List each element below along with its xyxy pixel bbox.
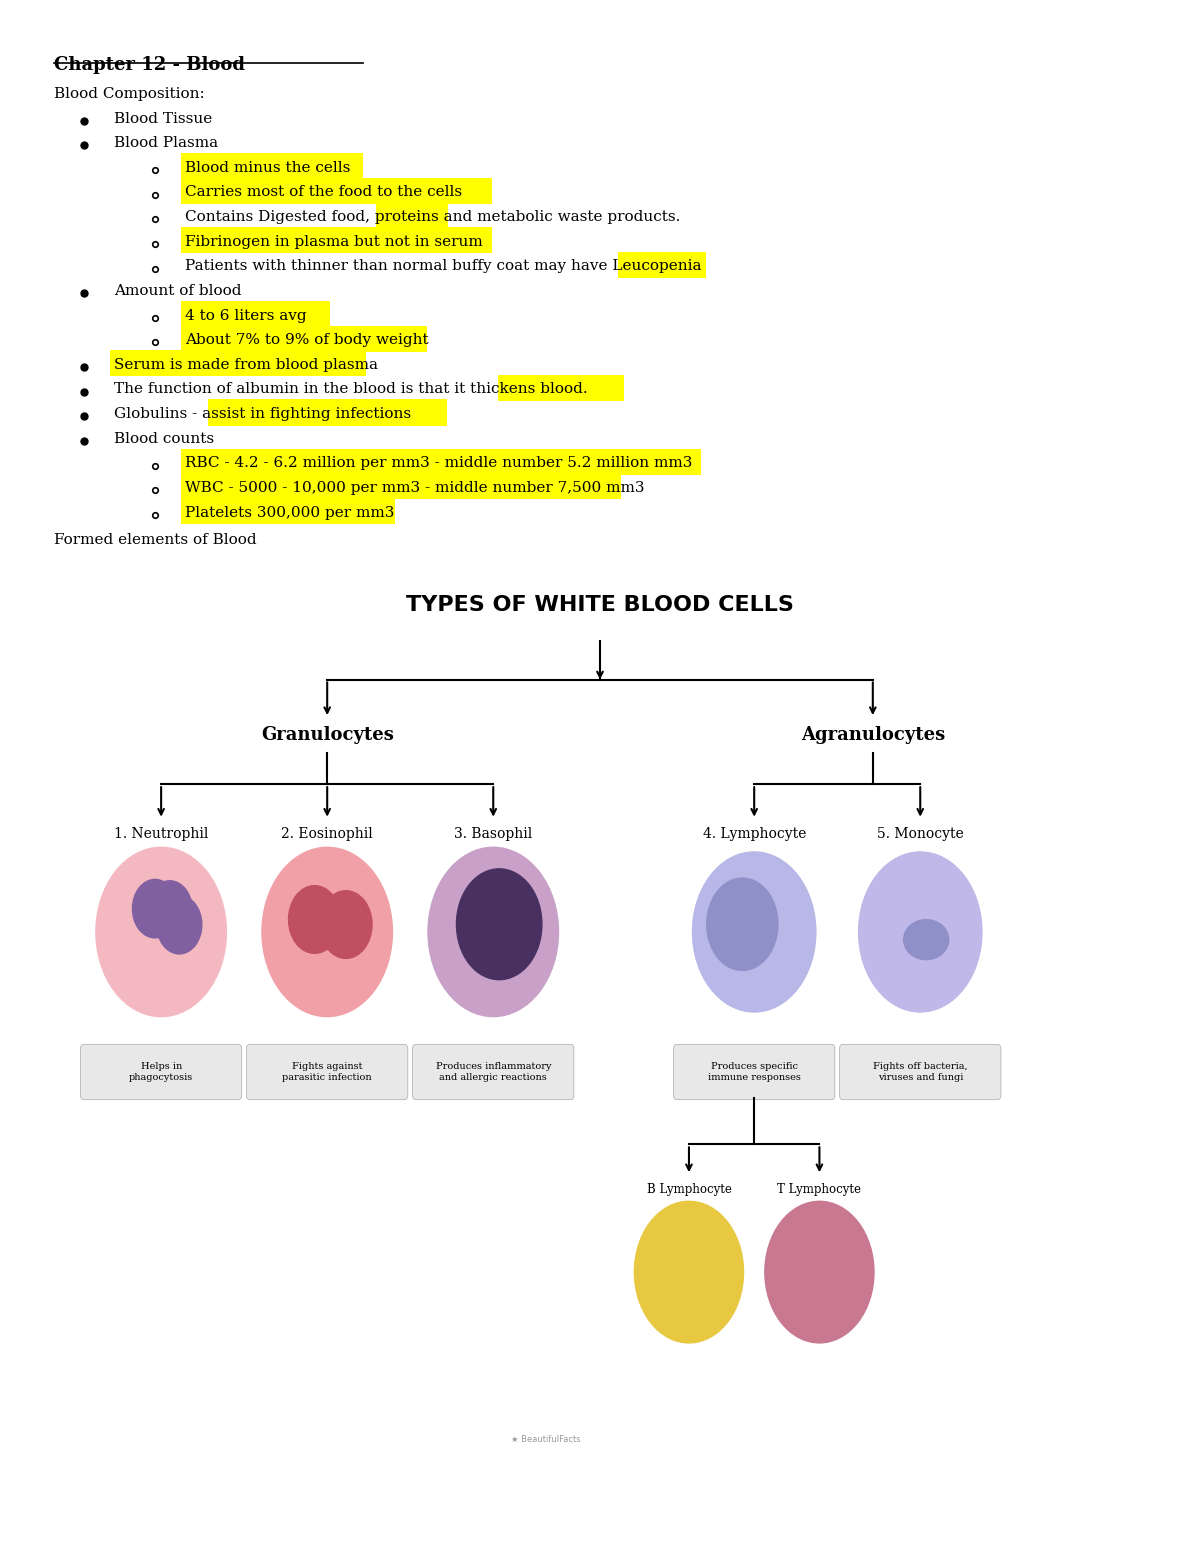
Circle shape: [456, 868, 542, 980]
Text: 1. Neutrophil: 1. Neutrophil: [114, 828, 209, 842]
Circle shape: [157, 896, 202, 954]
FancyBboxPatch shape: [498, 374, 624, 401]
Text: Fibrinogen in plasma but not in serum: Fibrinogen in plasma but not in serum: [185, 235, 482, 248]
Text: The function of albumin in the blood is that it thickens blood.: The function of albumin in the blood is …: [114, 382, 587, 396]
Ellipse shape: [904, 919, 949, 960]
Text: Granulocytes: Granulocytes: [260, 725, 394, 744]
Text: Blood Plasma: Blood Plasma: [114, 137, 218, 151]
FancyBboxPatch shape: [246, 1044, 408, 1100]
Text: Platelets 300,000 per mm3: Platelets 300,000 per mm3: [185, 506, 395, 520]
Circle shape: [96, 848, 227, 1017]
Circle shape: [707, 877, 778, 971]
Text: 2. Eosinophil: 2. Eosinophil: [281, 828, 373, 842]
Text: Produces inflammatory
and allergic reactions: Produces inflammatory and allergic react…: [436, 1062, 551, 1082]
FancyBboxPatch shape: [181, 301, 330, 328]
FancyBboxPatch shape: [376, 202, 448, 228]
FancyBboxPatch shape: [181, 474, 620, 500]
Text: Blood Composition:: Blood Composition:: [54, 87, 205, 101]
Text: Fights off bacteria,
viruses and fungi: Fights off bacteria, viruses and fungi: [872, 1062, 967, 1082]
Circle shape: [262, 848, 392, 1017]
FancyBboxPatch shape: [413, 1044, 574, 1100]
Text: Globulins - assist in fighting infections: Globulins - assist in fighting infection…: [114, 407, 410, 421]
Circle shape: [764, 1202, 874, 1343]
FancyBboxPatch shape: [110, 349, 366, 376]
Text: Patients with thinner than normal buffy coat may have Leucopenia: Patients with thinner than normal buffy …: [185, 259, 701, 273]
Text: Serum is made from blood plasma: Serum is made from blood plasma: [114, 357, 378, 371]
FancyBboxPatch shape: [181, 326, 427, 351]
Text: Blood counts: Blood counts: [114, 432, 214, 446]
Text: Contains Digested food, proteins and metabolic waste products.: Contains Digested food, proteins and met…: [185, 210, 680, 224]
Text: Produces specific
immune responses: Produces specific immune responses: [708, 1062, 800, 1082]
Circle shape: [148, 881, 192, 940]
FancyBboxPatch shape: [181, 449, 701, 475]
FancyBboxPatch shape: [181, 154, 362, 179]
Text: ★ BeautifulFacts: ★ BeautifulFacts: [511, 1435, 581, 1444]
FancyBboxPatch shape: [673, 1044, 835, 1100]
Text: Chapter 12 - Blood: Chapter 12 - Blood: [54, 56, 245, 75]
Circle shape: [692, 853, 816, 1013]
Text: Blood minus the cells: Blood minus the cells: [185, 162, 350, 175]
Text: Amount of blood: Amount of blood: [114, 284, 241, 298]
Text: Blood Tissue: Blood Tissue: [114, 112, 212, 126]
Text: Helps in
phagocytosis: Helps in phagocytosis: [130, 1062, 193, 1082]
Text: RBC - 4.2 - 6.2 million per mm3 - middle number 5.2 million mm3: RBC - 4.2 - 6.2 million per mm3 - middle…: [185, 457, 692, 471]
Text: Formed elements of Blood: Formed elements of Blood: [54, 533, 257, 547]
Text: WBC - 5000 - 10,000 per mm3 - middle number 7,500 mm3: WBC - 5000 - 10,000 per mm3 - middle num…: [185, 481, 644, 495]
Text: Carries most of the food to the cells: Carries most of the food to the cells: [185, 185, 462, 199]
FancyBboxPatch shape: [80, 1044, 241, 1100]
FancyBboxPatch shape: [840, 1044, 1001, 1100]
Text: T Lymphocyte: T Lymphocyte: [778, 1183, 862, 1196]
Text: Agranulocytes: Agranulocytes: [800, 725, 944, 744]
Circle shape: [858, 853, 982, 1013]
Text: 5. Monocyte: 5. Monocyte: [877, 828, 964, 842]
Text: 4 to 6 liters avg: 4 to 6 liters avg: [185, 309, 306, 323]
Circle shape: [635, 1202, 744, 1343]
Text: B Lymphocyte: B Lymphocyte: [647, 1183, 731, 1196]
Circle shape: [288, 885, 341, 954]
Circle shape: [428, 848, 558, 1017]
Text: About 7% to 9% of body weight: About 7% to 9% of body weight: [185, 334, 428, 348]
FancyBboxPatch shape: [208, 399, 446, 426]
Text: 3. Basophil: 3. Basophil: [454, 828, 533, 842]
FancyBboxPatch shape: [181, 177, 492, 203]
FancyBboxPatch shape: [181, 499, 395, 523]
Text: TYPES OF WHITE BLOOD CELLS: TYPES OF WHITE BLOOD CELLS: [406, 595, 794, 615]
Text: Fights against
parasitic infection: Fights against parasitic infection: [282, 1062, 372, 1082]
Circle shape: [320, 891, 372, 958]
FancyBboxPatch shape: [618, 252, 706, 278]
FancyBboxPatch shape: [181, 227, 492, 253]
Circle shape: [132, 879, 178, 938]
Text: 4. Lymphocyte: 4. Lymphocyte: [702, 828, 806, 842]
